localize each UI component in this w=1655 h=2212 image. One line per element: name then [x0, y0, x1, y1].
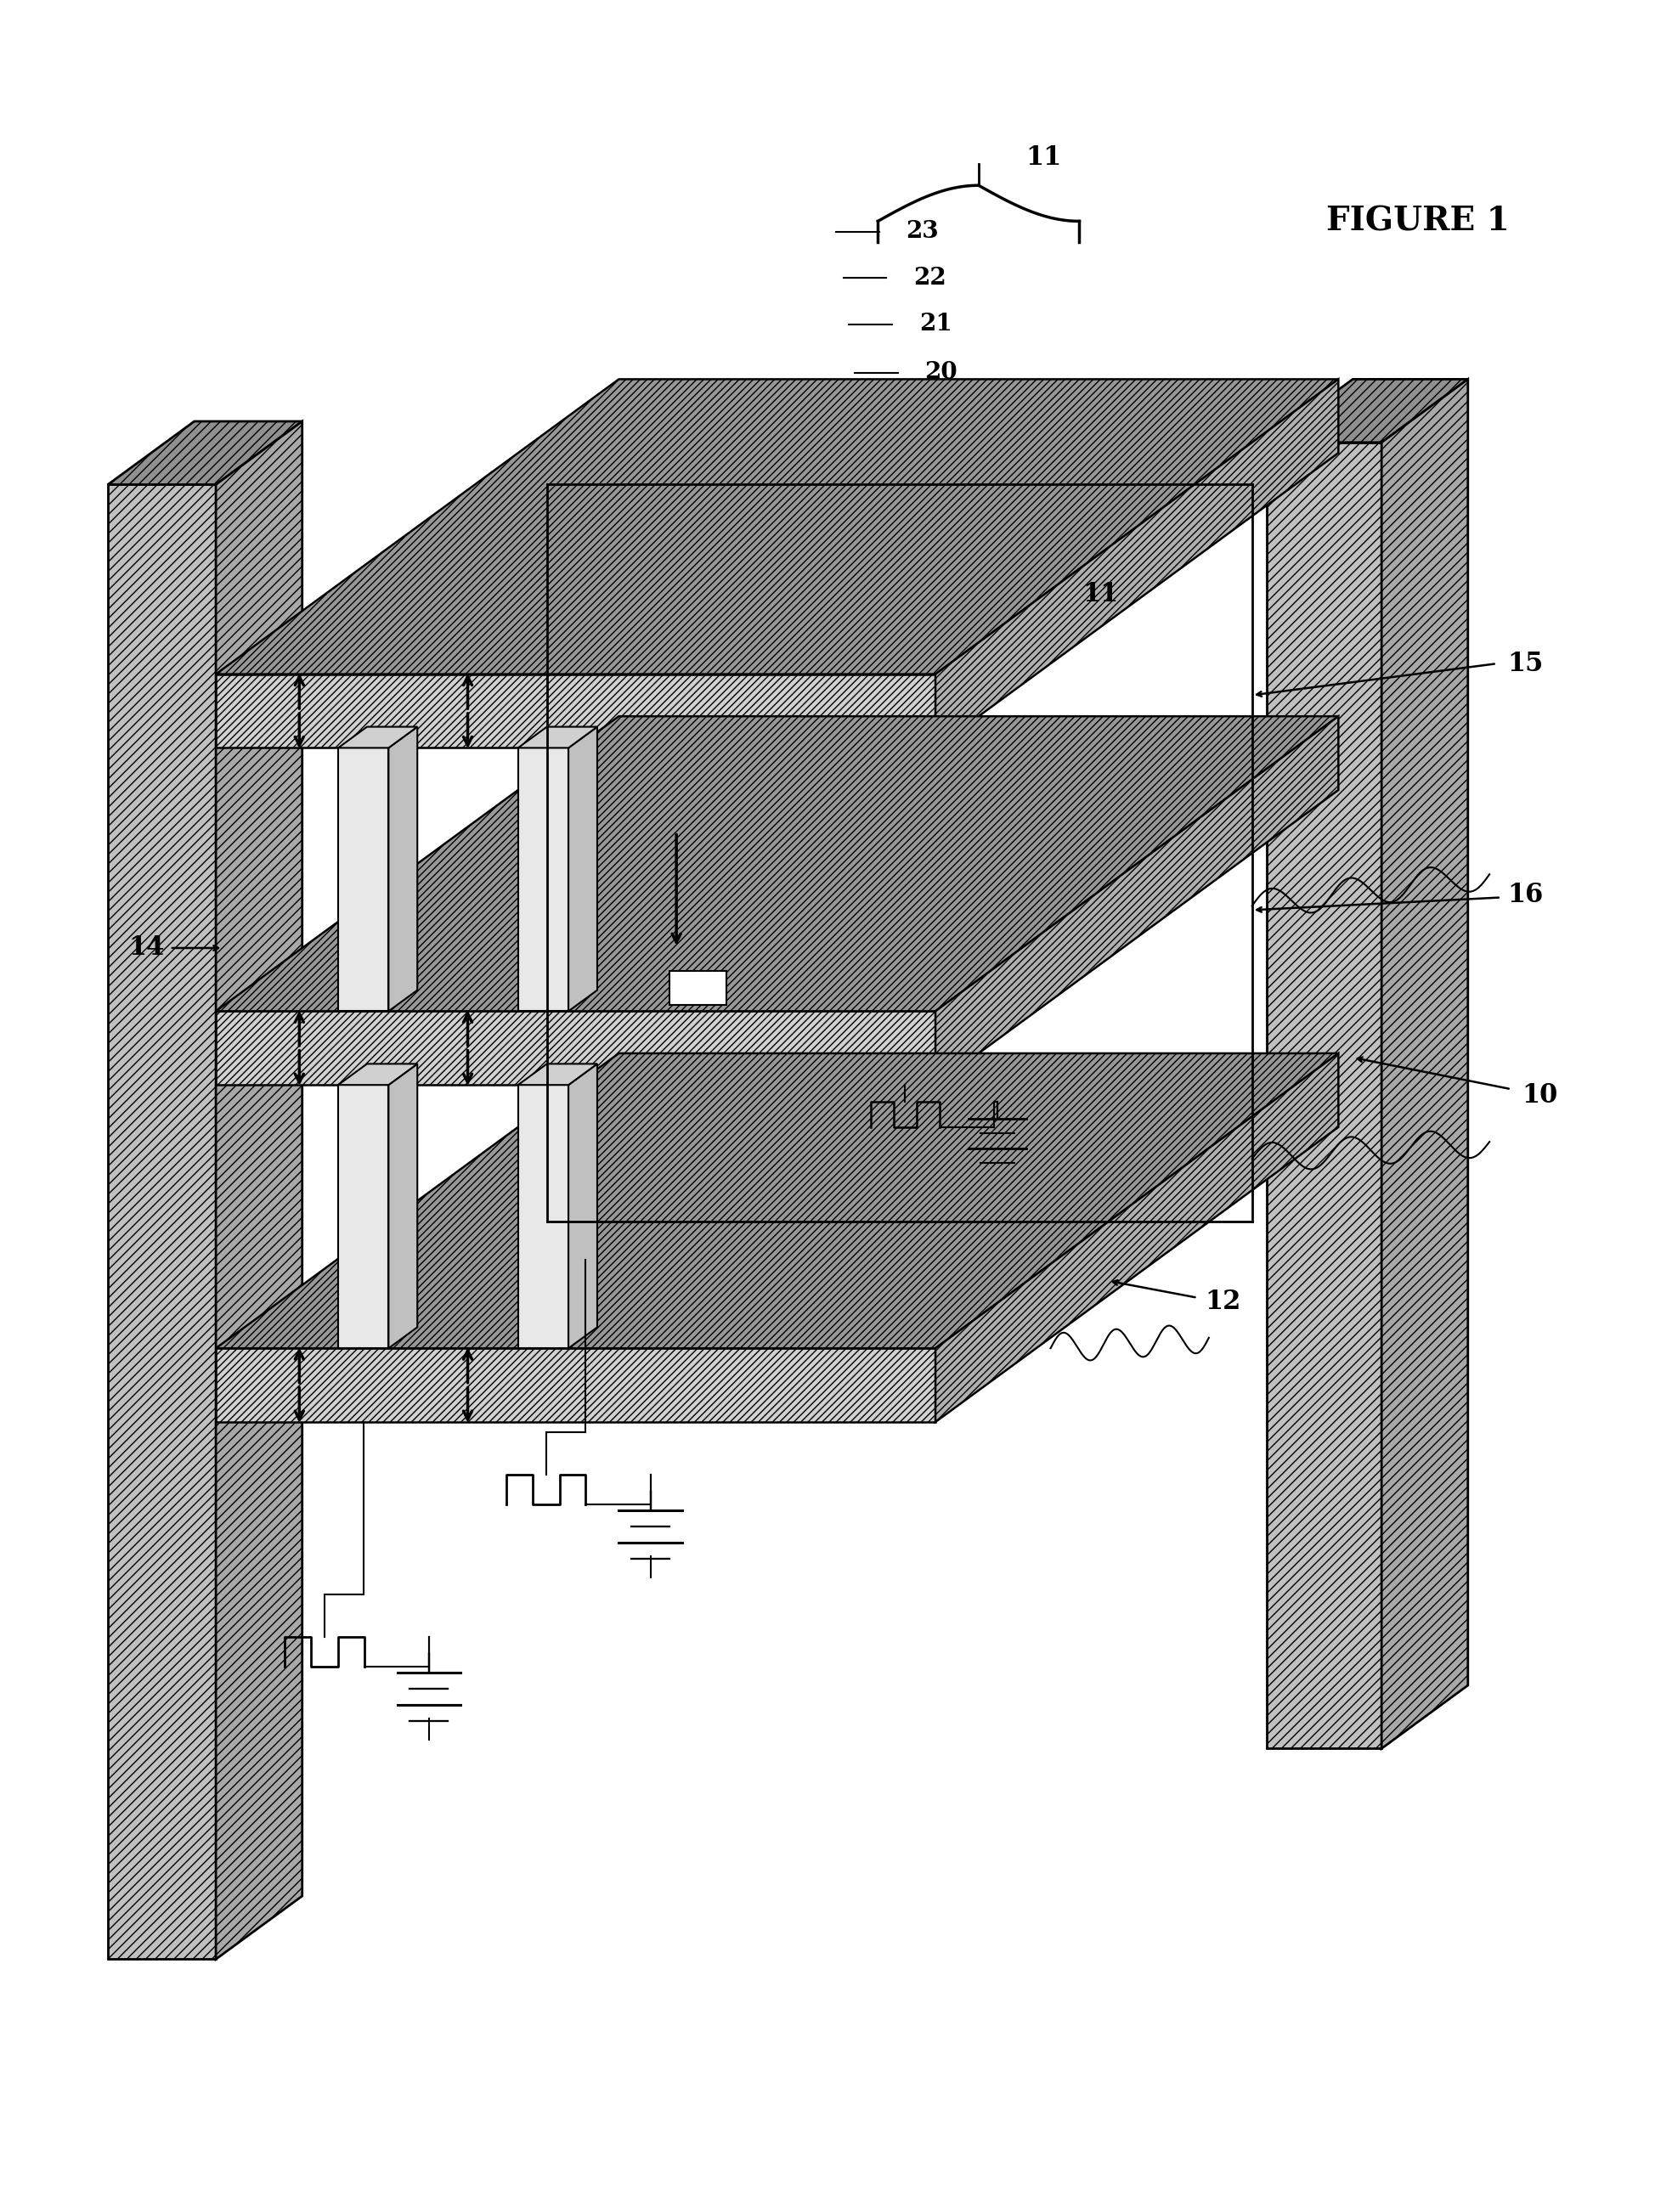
Polygon shape: [215, 1053, 1339, 1349]
Polygon shape: [215, 378, 1339, 675]
Text: 11: 11: [1082, 582, 1119, 608]
Polygon shape: [518, 748, 568, 1011]
Text: FIGURE 1: FIGURE 1: [1326, 206, 1509, 237]
Text: 23: 23: [905, 221, 938, 243]
Text: 21: 21: [919, 312, 952, 336]
Polygon shape: [669, 971, 727, 1004]
Polygon shape: [338, 728, 417, 748]
Text: 14: 14: [129, 936, 166, 962]
Text: 12: 12: [1205, 1290, 1241, 1316]
Polygon shape: [935, 378, 1339, 748]
Polygon shape: [215, 1011, 935, 1084]
Polygon shape: [1382, 378, 1468, 1747]
Polygon shape: [215, 420, 303, 1960]
Text: 10: 10: [1523, 1082, 1557, 1108]
Polygon shape: [518, 1084, 568, 1349]
Polygon shape: [1266, 378, 1468, 442]
Polygon shape: [338, 748, 389, 1011]
Polygon shape: [338, 1084, 389, 1349]
Polygon shape: [568, 728, 597, 1011]
Polygon shape: [518, 1064, 597, 1084]
Polygon shape: [518, 728, 597, 748]
Polygon shape: [215, 717, 1339, 1011]
Text: 16: 16: [1508, 883, 1544, 909]
Text: 15: 15: [1508, 650, 1544, 677]
Text: 22: 22: [914, 268, 947, 290]
Polygon shape: [568, 1064, 597, 1349]
Polygon shape: [389, 1064, 417, 1349]
Polygon shape: [1266, 442, 1382, 1747]
Polygon shape: [215, 1349, 935, 1422]
Polygon shape: [338, 1064, 417, 1084]
Polygon shape: [215, 675, 935, 748]
Polygon shape: [935, 717, 1339, 1084]
Text: 20: 20: [925, 361, 958, 385]
Polygon shape: [108, 484, 215, 1960]
Polygon shape: [108, 420, 303, 484]
Text: 11: 11: [1026, 144, 1061, 170]
Polygon shape: [935, 1053, 1339, 1422]
Polygon shape: [389, 728, 417, 1011]
